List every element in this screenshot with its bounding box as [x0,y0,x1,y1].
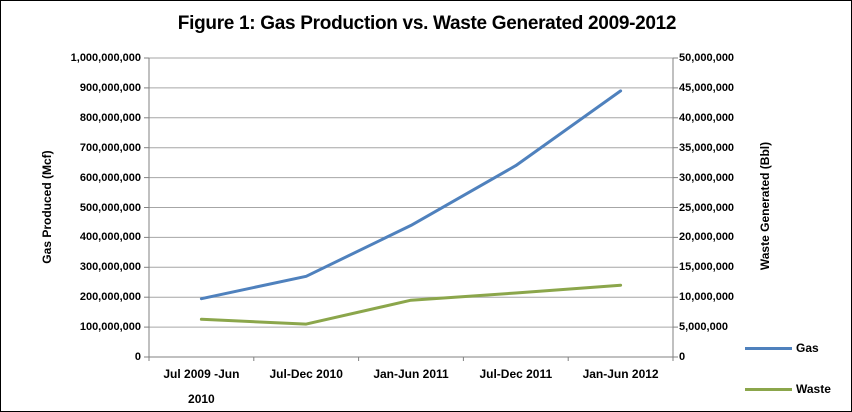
left-axis-tick-label: 800,000,000 [79,111,141,124]
legend-label-waste: Waste [796,382,831,396]
legend-item-gas: Gas [745,341,819,355]
right-axis-tick-label: 30,000,000 [679,171,735,184]
left-axis-tick-label: 300,000,000 [79,261,141,274]
x-axis-tick-label: Jan-Jun 2011 [373,367,449,381]
legend-label-gas: Gas [796,341,819,355]
left-axis-title: Gas Produced (Mcf) [40,150,54,264]
x-axis-tick-label: Jan-Jun 2012 [582,367,659,381]
right-axis-tick-label: 0 [679,351,686,363]
left-axis-tick-label: 1,000,000,000 [70,52,141,64]
right-axis-tick-label: 25,000,000 [679,201,735,214]
right-axis-tick-label: 40,000,000 [679,111,735,124]
left-axis-tick-label: 100,000,000 [79,321,141,334]
x-axis-tick-label: Jul-Dec 2010 [269,367,343,381]
left-axis-tick-label: 0 [134,351,141,363]
left-axis-tick-label: 200,000,000 [79,291,141,304]
right-axis-tick-label: 10,000,000 [679,291,735,304]
x-axis-tick-label: Jul 2009 -Jun [163,367,240,381]
right-axis-tick-label: 35,000,000 [679,141,735,154]
x-axis-tick-label: 2010 [188,392,215,406]
right-axis-tick-label: 50,000,000 [679,52,735,64]
left-axis-tick-label: 400,000,000 [79,231,141,244]
right-axis-tick-label: 15,000,000 [679,261,735,274]
x-axis-tick-label: Jul-Dec 2011 [479,367,553,381]
right-axis-tick-label: 20,000,000 [679,231,735,244]
left-axis-tick-label: 900,000,000 [79,81,141,94]
series-line-gas [199,89,623,301]
right-axis-tick-label: 45,000,000 [679,81,735,94]
left-axis-tick-label: 500,000,000 [79,201,141,214]
waste-line-swatch-icon [745,387,792,391]
gas-line-swatch-icon [745,346,792,350]
left-axis-tick-label: 600,000,000 [79,171,141,184]
right-axis-tick-label: 5,000,000 [679,321,728,334]
right-axis-title: Waste Generated (Bbl) [758,141,772,271]
legend-item-waste: Waste [745,382,831,396]
left-axis-tick-label: 700,000,000 [79,141,141,154]
chart-title: Figure 1: Gas Production vs. Waste Gener… [177,13,677,34]
series-line-waste [199,283,623,326]
